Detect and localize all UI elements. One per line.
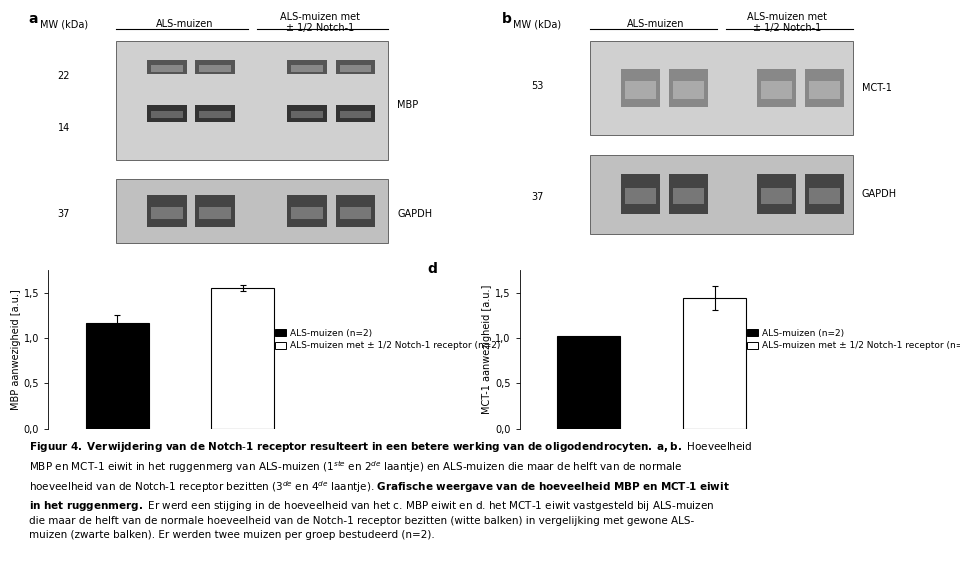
Bar	[669, 69, 708, 107]
Bar	[809, 80, 840, 99]
Bar	[287, 60, 327, 75]
Bar	[287, 105, 327, 122]
Bar	[684, 298, 746, 429]
Bar	[196, 60, 235, 75]
Text: ALS-muizen met
± 1/2 Notch-1: ALS-muizen met ± 1/2 Notch-1	[280, 12, 360, 33]
Bar	[85, 323, 149, 429]
Legend: ALS-muizen (n=2), ALS-muizen met ± 1/2 Notch-1 receptor (n=2): ALS-muizen (n=2), ALS-muizen met ± 1/2 N…	[743, 325, 960, 354]
Text: ALS-muizen: ALS-muizen	[627, 19, 684, 29]
Text: GAPDH: GAPDH	[862, 189, 897, 199]
Bar	[147, 60, 186, 75]
Bar	[669, 174, 708, 214]
Bar	[756, 69, 796, 107]
Bar	[116, 180, 389, 244]
Bar	[340, 111, 372, 117]
Bar	[211, 288, 275, 429]
Text: 37: 37	[58, 209, 70, 219]
Text: 37: 37	[531, 191, 543, 202]
Bar	[625, 80, 657, 99]
Bar	[292, 111, 323, 117]
Text: ALS-muizen met
± 1/2 Notch-1: ALS-muizen met ± 1/2 Notch-1	[747, 12, 828, 33]
Bar	[200, 207, 231, 220]
Text: $\bf{Figuur\ 4.\ Verwijdering\ van\ de\ Notch\text{-}1\ receptor\ resulteert\ in: $\bf{Figuur\ 4.\ Verwijdering\ van\ de\ …	[29, 440, 753, 539]
Bar	[340, 65, 372, 72]
Bar	[336, 60, 375, 75]
Bar	[116, 41, 389, 160]
Text: MW (kDa): MW (kDa)	[39, 19, 88, 29]
Bar	[804, 174, 845, 214]
Text: MCT-1: MCT-1	[862, 83, 892, 93]
Y-axis label: MBP aanwezigheid [a.u.]: MBP aanwezigheid [a.u.]	[11, 289, 21, 410]
Bar	[147, 195, 186, 227]
Bar	[809, 188, 840, 204]
Bar	[336, 105, 375, 122]
Bar	[151, 207, 182, 220]
Bar	[590, 155, 853, 234]
Text: GAPDH: GAPDH	[397, 209, 432, 219]
Bar	[558, 336, 620, 429]
Text: ALS-muizen: ALS-muizen	[156, 19, 213, 29]
Text: 22: 22	[58, 71, 70, 81]
Text: MBP: MBP	[397, 100, 419, 110]
Text: a: a	[29, 12, 38, 26]
Bar	[625, 188, 657, 204]
Bar	[673, 80, 705, 99]
Bar	[147, 105, 186, 122]
Bar	[196, 195, 235, 227]
Bar	[590, 41, 853, 135]
Legend: ALS-muizen (n=2), ALS-muizen met ± 1/2 Notch-1 receptor (n=2): ALS-muizen (n=2), ALS-muizen met ± 1/2 N…	[272, 325, 504, 354]
Text: d: d	[427, 262, 437, 276]
Bar	[292, 65, 323, 72]
Bar	[340, 207, 372, 220]
Bar	[336, 195, 375, 227]
Bar	[673, 188, 705, 204]
Bar	[756, 174, 796, 214]
Bar	[621, 69, 660, 107]
Text: MW (kDa): MW (kDa)	[514, 19, 562, 29]
Y-axis label: MCT-1 aanwezigheid [a.u.]: MCT-1 aanwezigheid [a.u.]	[482, 285, 492, 414]
Bar	[151, 65, 182, 72]
Text: 53: 53	[531, 80, 543, 91]
Bar	[196, 105, 235, 122]
Bar	[151, 111, 182, 117]
Text: b: b	[502, 12, 513, 26]
Bar	[200, 111, 231, 117]
Bar	[200, 65, 231, 72]
Text: 14: 14	[58, 123, 70, 133]
Bar	[760, 188, 792, 204]
Bar	[760, 80, 792, 99]
Bar	[287, 195, 327, 227]
Bar	[804, 69, 845, 107]
Bar	[621, 174, 660, 214]
Bar	[292, 207, 323, 220]
